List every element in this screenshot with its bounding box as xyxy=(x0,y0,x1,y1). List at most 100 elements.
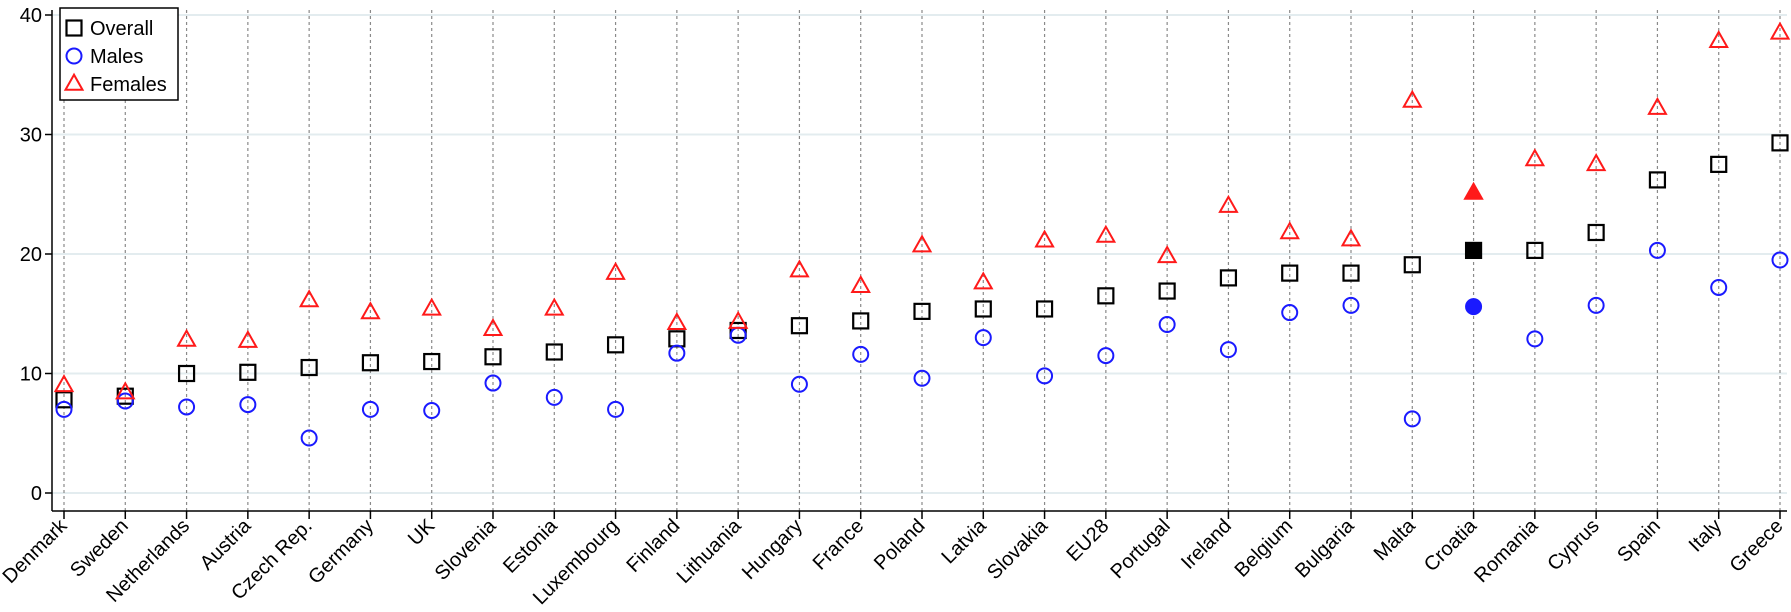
overall-point xyxy=(790,317,809,335)
males-point xyxy=(1465,298,1483,316)
overall-point xyxy=(668,330,686,348)
females-point xyxy=(850,274,871,293)
series-overall xyxy=(55,134,1789,409)
males-point xyxy=(1771,251,1789,269)
females-point xyxy=(115,381,136,400)
overall-point xyxy=(1710,155,1728,173)
overall-point xyxy=(606,336,625,354)
males-point xyxy=(1710,278,1728,296)
legend: Overall Males Females xyxy=(59,7,179,101)
males-point xyxy=(852,345,870,363)
x-tick-label: Croatia xyxy=(1420,514,1482,576)
x-tick-label: Poland xyxy=(870,515,930,575)
females-point xyxy=(1585,153,1607,172)
x-tick-label: Austria xyxy=(196,514,256,574)
females-point xyxy=(1095,224,1117,243)
overall-point xyxy=(1219,269,1238,287)
males-point xyxy=(239,396,257,414)
males-point xyxy=(1526,330,1544,348)
overall-point xyxy=(1587,223,1605,242)
females-point xyxy=(1647,96,1668,115)
overall-point xyxy=(177,364,196,383)
x-tick-label: Denmark xyxy=(0,514,72,588)
overall-point xyxy=(423,352,441,371)
females-point xyxy=(53,374,75,393)
overall-point xyxy=(300,358,318,377)
males-point xyxy=(1097,347,1115,365)
females-point xyxy=(973,271,994,290)
males-point xyxy=(1342,296,1360,314)
x-tick-label: Slovakia xyxy=(983,514,1053,584)
overall-point xyxy=(1403,256,1421,274)
x-tick-label: Romania xyxy=(1470,514,1543,587)
x-tick-label: Germany xyxy=(304,515,378,589)
females-point xyxy=(237,329,259,348)
females-point xyxy=(727,310,749,329)
series-males xyxy=(55,241,1789,447)
females-point xyxy=(1463,181,1484,200)
males-point xyxy=(913,369,931,387)
males-point xyxy=(974,329,992,347)
males-point xyxy=(178,398,196,416)
females-point xyxy=(1524,148,1546,167)
marks-layer xyxy=(53,21,1791,447)
y-tick-label: 30 xyxy=(20,125,42,147)
x-tick-label: Portugal xyxy=(1106,515,1174,583)
females-point xyxy=(421,297,442,316)
males-point xyxy=(1587,296,1605,314)
females-point xyxy=(176,328,197,347)
y-tick-label: 20 xyxy=(20,244,42,266)
y-tick-label: 40 xyxy=(20,5,42,27)
females-point xyxy=(1769,21,1791,40)
overall-point xyxy=(239,363,257,381)
overall-point xyxy=(484,348,502,366)
females-point xyxy=(911,234,933,253)
legend-label: Females xyxy=(90,74,167,96)
males-point xyxy=(116,392,134,410)
x-tick-label: Finland xyxy=(622,515,684,577)
legend-label: Overall xyxy=(90,18,153,40)
x-tick-label: France xyxy=(809,515,869,575)
males-point xyxy=(1036,367,1054,385)
females-point xyxy=(482,317,504,336)
x-tick-label: Latvia xyxy=(938,514,992,568)
females-point xyxy=(789,259,810,278)
legend-circle-icon xyxy=(65,47,83,65)
x-tick-label: Greece xyxy=(1726,515,1788,577)
series-females xyxy=(53,21,1791,400)
grid-layer xyxy=(52,10,1787,511)
overall-point xyxy=(913,302,931,320)
males-point xyxy=(1403,410,1421,428)
females-point xyxy=(1708,29,1729,48)
males-point xyxy=(1281,304,1299,322)
males-point xyxy=(1648,241,1666,259)
overall-point xyxy=(1035,300,1054,318)
females-point xyxy=(666,311,688,331)
overall-point xyxy=(55,391,73,409)
overall-point xyxy=(852,312,870,330)
overall-point xyxy=(1526,241,1544,260)
x-tick-label: UK xyxy=(404,515,440,551)
males-point xyxy=(1219,341,1237,359)
males-point xyxy=(423,402,441,420)
females-point xyxy=(1402,89,1423,108)
x-tick-label: Cyprus xyxy=(1543,515,1603,575)
males-point xyxy=(484,374,502,392)
legend-triangle-icon xyxy=(63,72,85,91)
females-point xyxy=(1279,221,1300,240)
females-point xyxy=(1340,228,1362,247)
overall-point xyxy=(1158,282,1176,300)
overall-point xyxy=(1464,241,1483,260)
females-point xyxy=(1156,245,1178,264)
overall-point xyxy=(1771,134,1789,152)
overall-point xyxy=(729,321,747,340)
x-tick-label: Slovenia xyxy=(431,514,501,584)
males-point xyxy=(1158,316,1176,334)
overall-point xyxy=(1097,287,1115,305)
males-point xyxy=(545,388,563,406)
x-tick-label: Malta xyxy=(1370,514,1421,565)
x-tick-label: Ireland xyxy=(1177,515,1236,574)
females-point xyxy=(360,301,381,320)
females-point xyxy=(1218,194,1239,213)
